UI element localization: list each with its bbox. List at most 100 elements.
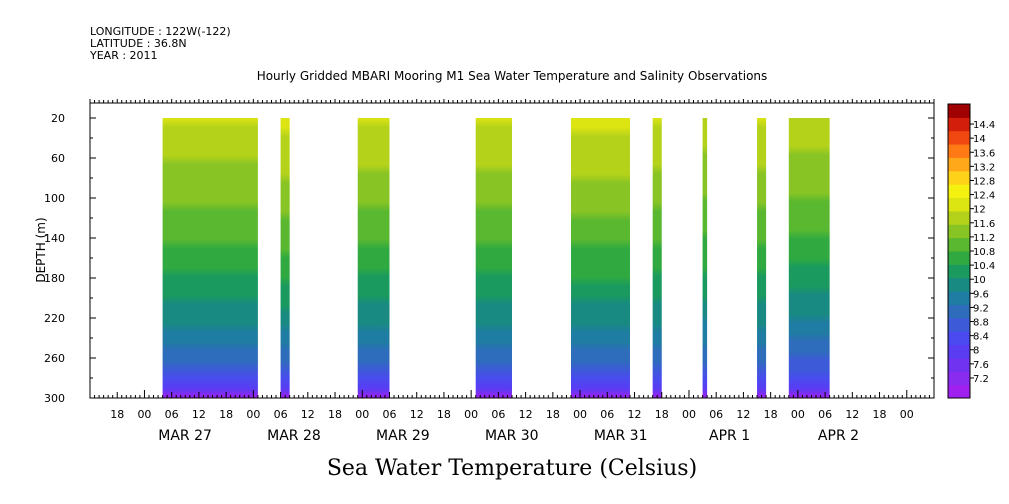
- data-block: [652, 118, 662, 398]
- colorbar-swatch: [948, 157, 970, 172]
- colorbar-tick-label: 8.8: [973, 318, 989, 329]
- x-hour-label: 12: [845, 408, 859, 421]
- x-day-label: MAR 30: [485, 428, 539, 444]
- x-hour-label: 00: [900, 408, 914, 421]
- colorbar-swatch: [948, 357, 970, 372]
- colorbar-tick-label: 12.8: [973, 176, 995, 187]
- x-hour-label: 06: [709, 408, 723, 421]
- x-hour-label: 12: [301, 408, 315, 421]
- colorbar-tick-label: 9.2: [973, 303, 989, 314]
- y-tick-label: 260: [44, 352, 65, 365]
- colorbar-swatch: [948, 117, 970, 132]
- x-hour-label: 18: [110, 408, 124, 421]
- colorbar-tick-label: 7.6: [973, 360, 989, 371]
- x-hour-label: 12: [410, 408, 424, 421]
- colorbar-tick-label: 14: [973, 134, 986, 145]
- colorbar-swatch: [948, 304, 970, 319]
- colorbar-swatch: [948, 210, 970, 225]
- x-hour-label: 06: [165, 408, 179, 421]
- colorbar-swatch: [948, 170, 970, 185]
- y-tick-label: 300: [44, 392, 65, 405]
- colorbar-swatch: [948, 344, 970, 359]
- colorbar-swatch: [948, 144, 970, 158]
- latitude-label: LATITUDE : 36.8N: [90, 37, 187, 50]
- x-day-label: APR 2: [818, 428, 859, 444]
- colorbar-tick-label: 14.4: [973, 120, 995, 131]
- x-hour-label: 18: [873, 408, 887, 421]
- x-hour-label: 00: [246, 408, 260, 421]
- y-axis: 20 60 100 140 180 220 260 300: [44, 112, 934, 405]
- colorbar-swatch: [948, 291, 970, 305]
- colorbar-tick-label: 10.4: [973, 261, 995, 272]
- data-block: [788, 118, 830, 398]
- x-hour-label: 18: [546, 408, 560, 421]
- colorbar-tick-label: 8: [973, 346, 979, 357]
- y-tick-label: 60: [51, 152, 65, 165]
- colorbar-swatch: [948, 277, 970, 292]
- x-hour-label: 06: [274, 408, 288, 421]
- x-hour-label: 00: [355, 408, 369, 421]
- y-tick-label: 220: [44, 312, 65, 325]
- colorbar-tick-label: 13.6: [973, 148, 995, 159]
- colorbar: 7.2 7.6 8 8.4 8.8 9.2 9.6 10 10.4 10.8 11.2 11.6 12 1…: [947, 103, 995, 399]
- x-hour-label: 12: [736, 408, 750, 421]
- x-hour-label: 00: [573, 408, 587, 421]
- x-hour-label: 00: [791, 408, 805, 421]
- colorbar-swatch: [948, 184, 970, 199]
- y-tick-label: 100: [44, 192, 65, 205]
- x-hour-label: 12: [628, 408, 642, 421]
- colorbar-swatch: [948, 251, 970, 265]
- data-block: [570, 118, 630, 398]
- data-block: [475, 118, 512, 398]
- x-hour-label: 06: [382, 408, 396, 421]
- x-day-label: MAR 29: [376, 428, 430, 444]
- colorbar-swatch: [948, 224, 970, 239]
- longitude-label: LONGITUDE : 122W(-122): [90, 25, 231, 38]
- x-hour-label: 12: [192, 408, 206, 421]
- chart-title: Hourly Gridded MBARI Mooring M1 Sea Wate…: [257, 69, 768, 83]
- x-hour-label: 00: [464, 408, 478, 421]
- x-axis: 18 00 06 12 18 00 06 12 18 00 06 12 18 00 06 12 18 00 06 12…: [89, 99, 935, 444]
- colorbar-tick-label: 9.6: [973, 289, 989, 300]
- x-day-label: MAR 31: [594, 428, 648, 444]
- x-hour-label: 00: [137, 408, 151, 421]
- x-hour-label: 18: [655, 408, 669, 421]
- colorbar-swatch: [948, 371, 970, 386]
- data-blocks: [162, 118, 830, 398]
- data-block: [702, 118, 708, 398]
- colorbar-tick-label: 10.8: [973, 247, 995, 258]
- colorbar-tick-label: 11.2: [973, 233, 995, 244]
- x-day-label: MAR 27: [158, 428, 212, 444]
- colorbar-tick-label: 7.2: [973, 374, 989, 385]
- colorbar-tick-label: 12: [973, 205, 986, 216]
- colorbar-tick-label: 8.4: [973, 332, 989, 343]
- colorbar-tick-label: 13.2: [973, 162, 995, 173]
- colorbar-tick-label: 12.4: [973, 191, 995, 202]
- y-axis-label: DEPTH (m): [34, 217, 48, 282]
- x-hour-label: 06: [818, 408, 832, 421]
- colorbar-swatch: [948, 104, 970, 118]
- x-hour-label: 00: [682, 408, 696, 421]
- data-block: [280, 118, 290, 398]
- colorbar-swatch: [948, 197, 970, 212]
- x-day-label: MAR 28: [267, 428, 321, 444]
- x-hour-label: 12: [519, 408, 533, 421]
- colorbar-swatch: [948, 384, 970, 399]
- x-hour-label: 06: [491, 408, 505, 421]
- colorbar-tick-label: 10: [973, 275, 986, 286]
- colorbar-swatch: [948, 264, 970, 279]
- colorbar-swatch: [948, 317, 970, 332]
- x-hour-label: 18: [764, 408, 778, 421]
- year-label: YEAR : 2011: [89, 49, 158, 62]
- data-block: [757, 118, 767, 398]
- y-tick-label: 180: [44, 272, 65, 285]
- x-hour-label: 06: [600, 408, 614, 421]
- x-day-label: APR 1: [709, 428, 750, 444]
- colorbar-swatch: [948, 237, 970, 252]
- y-tick-label: 140: [44, 232, 65, 245]
- x-axis-label: Sea Water Temperature (Celsius): [327, 456, 697, 481]
- x-hour-label: 18: [437, 408, 451, 421]
- data-block: [162, 118, 258, 398]
- data-block: [357, 118, 390, 398]
